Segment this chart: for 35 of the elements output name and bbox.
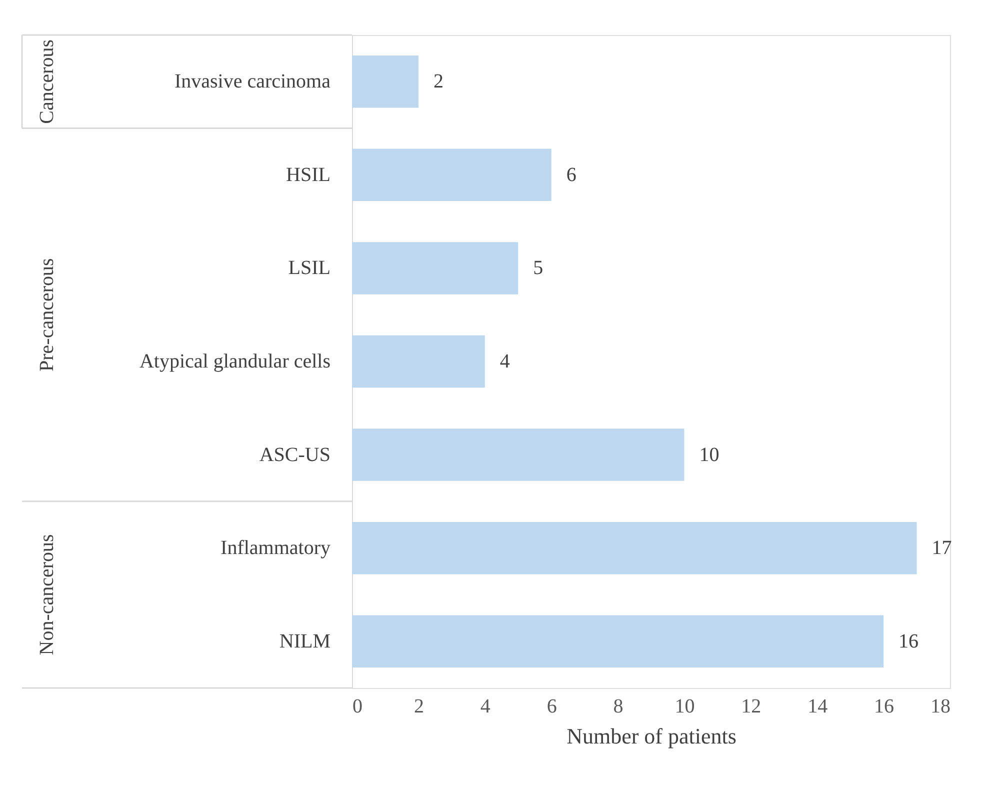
text: Cancerous: [36, 39, 58, 124]
x-tick-label: 4: [480, 696, 490, 718]
y-tick-label: ASC-US: [259, 444, 330, 466]
y-tick-label: LSIL: [288, 257, 330, 280]
x-tick-label: 8: [613, 696, 624, 718]
data-label: 5: [533, 257, 544, 280]
x-tick-label: 6: [546, 696, 557, 718]
bar: [352, 242, 518, 294]
x-tick-label: 14: [808, 696, 828, 718]
y-tick-label: NILM: [279, 630, 331, 652]
y-tick-label: Inflammatory: [220, 537, 330, 560]
y-tick-label: HSIL: [286, 164, 330, 186]
bar: [352, 615, 884, 668]
x-tick-label: 2: [414, 696, 424, 718]
data-label: 2: [433, 70, 444, 93]
bar: [352, 428, 684, 481]
y-tick-label: Atypical glandular cells: [139, 350, 331, 372]
data-label: 10: [699, 444, 720, 466]
bar: [352, 148, 552, 202]
bar: [352, 56, 418, 108]
data-label: 6: [566, 164, 576, 186]
y-tick-label: Invasive carcinoma: [174, 70, 331, 93]
x-tick-label: 0: [352, 696, 362, 718]
data-label: 4: [500, 350, 510, 372]
x-tick-label: 18: [930, 696, 950, 718]
x-axis-title: Number of patients: [566, 724, 736, 748]
x-tick-label: 16: [874, 696, 894, 718]
text: Pre-cancerous: [36, 258, 58, 372]
text: Non-cancerous: [36, 534, 58, 656]
x-tick-label: 12: [741, 696, 762, 718]
data-label: 17: [932, 537, 952, 560]
data-label: 16: [898, 630, 919, 652]
bar: [352, 522, 917, 574]
x-tick-label: 10: [674, 696, 695, 718]
bar: [352, 335, 485, 388]
